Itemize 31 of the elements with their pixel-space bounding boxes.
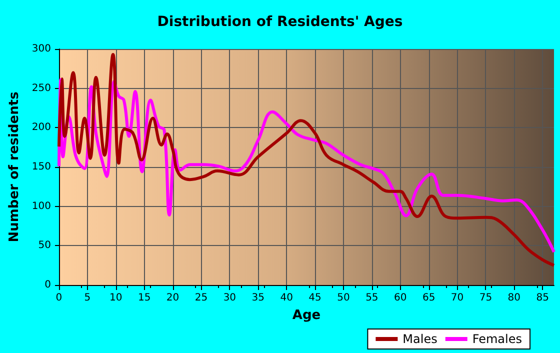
y-tick-label: 200 — [32, 122, 51, 134]
x-tick-label: 55 — [366, 292, 378, 304]
y-tick-label: 50 — [38, 240, 51, 252]
x-tick-label: 60 — [394, 292, 407, 304]
x-tick-label: 65 — [422, 292, 436, 304]
x-tick-label: 35 — [252, 292, 264, 304]
x-tick-label: 80 — [508, 292, 521, 304]
chart-title: Distribution of Residents' Ages — [157, 14, 403, 30]
x-tick-label: 30 — [223, 292, 236, 304]
y-tick-label: 150 — [32, 162, 51, 172]
x-tick-label: 85 — [536, 292, 549, 304]
y-axis-title: Number of residents — [7, 91, 22, 242]
x-tick-label: 15 — [138, 292, 151, 304]
y-tick-label: 250 — [32, 82, 51, 94]
x-tick-label: 5 — [84, 292, 91, 304]
x-tick-label: 45 — [308, 292, 322, 304]
line-series — [57, 53, 556, 267]
x-tick-label: 70 — [450, 292, 464, 304]
y-tick-label: 300 — [32, 44, 51, 54]
y-tick-label: 100 — [32, 200, 51, 212]
legend-label: Females — [472, 332, 522, 346]
legend-label: Males — [402, 332, 438, 346]
x-tick-label: 75 — [479, 292, 492, 304]
y-tick-label: 0 — [44, 280, 51, 290]
x-tick-label: 10 — [110, 292, 122, 304]
x-tick-label: 40 — [280, 292, 293, 304]
x-tick-label: 20 — [166, 292, 180, 304]
x-axis-title: Age — [292, 308, 321, 323]
x-tick-label: 50 — [337, 292, 350, 304]
x-tick-label: 0 — [56, 292, 62, 304]
x-tick-label: 25 — [194, 292, 208, 304]
